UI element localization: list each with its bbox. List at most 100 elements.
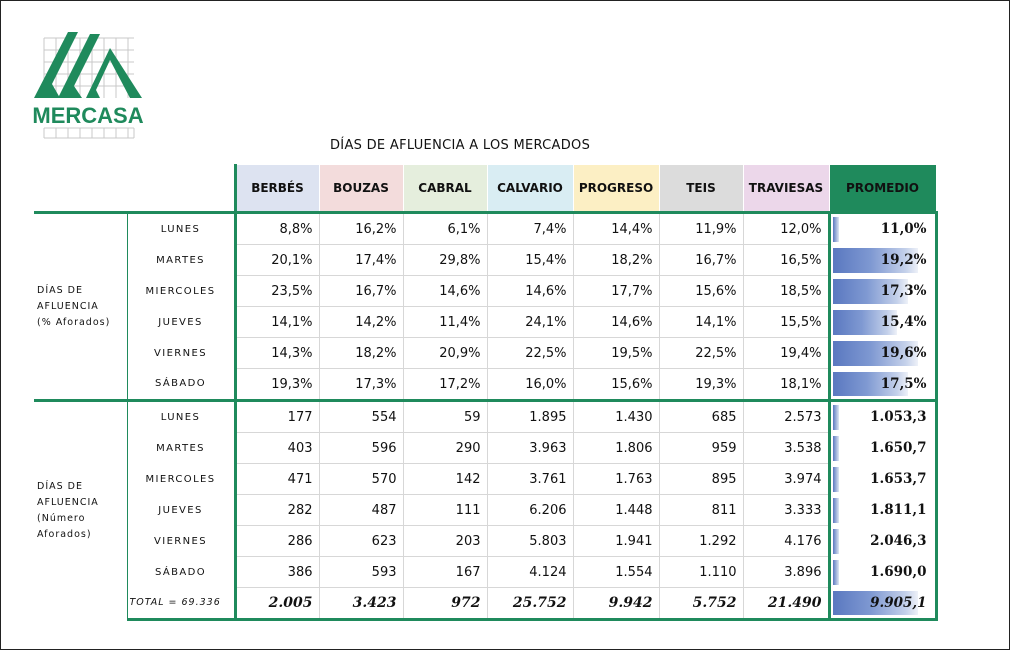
logo-text: MERCASA <box>32 103 143 128</box>
day-label: LUNES <box>127 211 235 245</box>
table-row: VIERNES 286 623 203 5.803 1.941 1.292 4.176 2.04… <box>34 525 938 557</box>
value-cell: 18,1% <box>742 368 830 401</box>
value-cell: 6,1% <box>402 211 488 245</box>
promedio-bar <box>832 528 839 554</box>
value-cell: 14,6% <box>572 306 660 338</box>
value-cell: 1.806 <box>572 432 660 464</box>
table-row: MIERCOLES 23,5% 16,7% 14,6% 14,6% 17,7% 15,6% 1… <box>34 275 938 307</box>
promedio-value: 1.650,7 <box>870 440 927 456</box>
day-label: MIERCOLES <box>145 473 216 485</box>
total-label: TOTAL = 69.336 <box>127 587 235 621</box>
promedio-bar <box>832 497 839 523</box>
promedio-bar <box>832 340 919 366</box>
value-cell: 18,2% <box>572 244 660 276</box>
value-cell: 23,5% <box>233 275 320 307</box>
promedio-cell: 19,2% <box>827 244 938 276</box>
value-cell: 14,6% <box>486 275 574 307</box>
promedio-cell: 2.046,3 <box>827 525 938 557</box>
day-label: JUEVES <box>158 504 203 516</box>
value-cell: 8,8% <box>233 211 320 245</box>
table-row: DÍAS DE AFLUENCIA (Número Aforados) LUNES 177… <box>34 399 938 620</box>
value-cell: 685 <box>658 399 744 433</box>
value-cell: 1.554 <box>572 556 660 588</box>
value-cell: 282 <box>233 494 320 526</box>
promedio-bar <box>832 435 839 461</box>
value-cell: 554 <box>318 399 404 433</box>
total-value: 3.423 <box>318 587 404 621</box>
value-cell: 12,0% <box>742 211 830 245</box>
value-cell: 1.448 <box>572 494 660 526</box>
value-cell: 11,9% <box>658 211 744 245</box>
promedio-total-cell: 9.905,1 <box>827 587 938 621</box>
promedio-value: 11,0% <box>880 221 927 238</box>
value-cell: 290 <box>402 432 488 464</box>
value-cell: 1.895 <box>486 399 574 433</box>
promedio-value: 17,5% <box>880 375 927 392</box>
value-cell: 386 <box>233 556 320 588</box>
value-cell: 895 <box>658 463 744 495</box>
group-label-line: DÍAS DE <box>37 480 83 492</box>
group-label-line: (Número <box>37 512 86 524</box>
table-row: MARTES 403 596 290 3.963 1.806 959 3.538 1.650,7 <box>34 432 938 464</box>
value-cell: 111 <box>402 494 488 526</box>
day-label: JUEVES <box>158 316 203 328</box>
total-value: 5.752 <box>658 587 744 621</box>
value-cell: 3.974 <box>742 463 830 495</box>
value-cell: 1.941 <box>572 525 660 557</box>
promedio-cell: 17,3% <box>827 275 938 307</box>
value-cell: 14,6% <box>402 275 488 307</box>
table-row: JUEVES 282 487 111 6.206 1.448 811 3.333 1.811,1 <box>34 494 938 526</box>
day-label: MIERCOLES <box>145 285 216 297</box>
day-label: MARTES <box>156 254 205 266</box>
value-cell: 19,3% <box>233 368 320 401</box>
value-cell: 15,5% <box>742 306 830 338</box>
header-berbes: BERBÉS <box>233 164 320 213</box>
value-cell: 16,2% <box>318 211 404 245</box>
value-cell: 17,7% <box>572 275 660 307</box>
promedio-value: 2.046,3 <box>870 533 927 549</box>
value-cell: 18,5% <box>742 275 830 307</box>
value-cell: 14,2% <box>318 306 404 338</box>
table-row: DÍAS DE AFLUENCIA (% Aforados) LUNES 8,8% 16,… <box>34 211 938 401</box>
total-value: 2.005 <box>233 587 320 621</box>
value-cell: 16,7% <box>658 244 744 276</box>
value-cell: 14,1% <box>658 306 744 338</box>
value-cell: 17,4% <box>318 244 404 276</box>
value-cell: 19,5% <box>572 337 660 369</box>
value-cell: 811 <box>658 494 744 526</box>
value-cell: 20,1% <box>233 244 320 276</box>
value-cell: 1.110 <box>658 556 744 588</box>
total-row: TOTAL = 69.336 2.005 3.423 972 25.752 9.942 5.… <box>34 587 938 621</box>
value-cell: 5.803 <box>486 525 574 557</box>
value-cell: 16,7% <box>318 275 404 307</box>
value-cell: 2.573 <box>742 399 830 433</box>
value-cell: 4.176 <box>742 525 830 557</box>
promedio-cell: 1.811,1 <box>827 494 938 526</box>
group-label-line: Aforados) <box>37 528 92 540</box>
promedio-cell: 1.053,3 <box>827 399 938 433</box>
value-cell: 14,4% <box>572 211 660 245</box>
group-label-line: DÍAS DE <box>37 284 83 296</box>
value-cell: 7,4% <box>486 211 574 245</box>
promedio-total-value: 9.905,1 <box>870 594 927 611</box>
promedio-value: 19,2% <box>880 252 927 268</box>
value-cell: 18,2% <box>318 337 404 369</box>
value-cell: 1.292 <box>658 525 744 557</box>
promedio-bar <box>832 466 839 492</box>
promedio-value: 19,6% <box>880 345 927 361</box>
day-label: MARTES <box>156 442 205 454</box>
day-label: SÁBADO <box>154 566 207 578</box>
value-cell: 16,5% <box>742 244 830 276</box>
table-row: MARTES 20,1% 17,4% 29,8% 15,4% 18,2% 16,7% 16,5… <box>34 244 938 276</box>
value-cell: 167 <box>402 556 488 588</box>
group-label-line: AFLUENCIA <box>37 496 99 508</box>
table-row: JUEVES 14,1% 14,2% 11,4% 24,1% 14,6% 14,1% 15,5… <box>34 306 938 338</box>
value-cell: 593 <box>318 556 404 588</box>
promedio-bar <box>832 405 839 430</box>
promedio-cell: 1.690,0 <box>827 556 938 588</box>
table-row: SÁBADO 386 593 167 4.124 1.554 1.110 3.896 1.690… <box>34 556 938 588</box>
header-progreso: PROGRESO <box>572 164 660 213</box>
value-cell: 22,5% <box>658 337 744 369</box>
day-label: VIERNES <box>153 535 207 547</box>
value-cell: 19,3% <box>658 368 744 401</box>
